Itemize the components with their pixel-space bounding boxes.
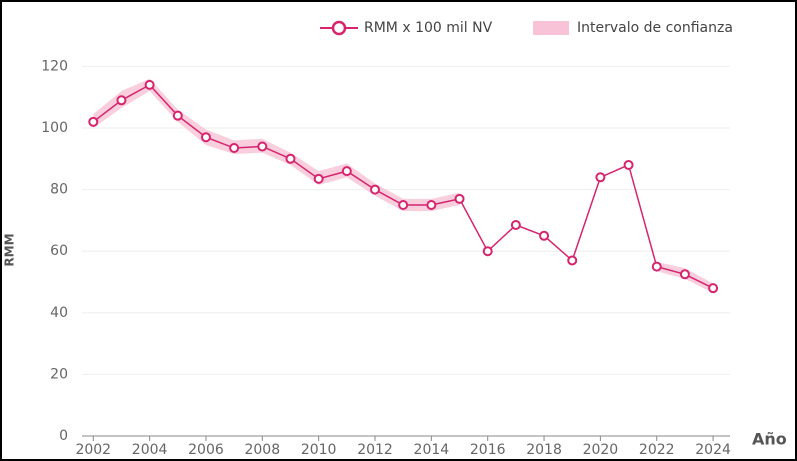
x-tick-label: 2016 — [470, 442, 506, 458]
point — [229, 143, 240, 154]
x-tick-label: 2004 — [132, 442, 168, 458]
point — [510, 220, 521, 231]
point — [708, 283, 719, 294]
y-tick-label: 120 — [41, 58, 68, 74]
y-tick-label: 100 — [41, 120, 68, 136]
legend-swatch — [533, 21, 569, 35]
x-tick-label: 2014 — [414, 442, 450, 458]
y-tick-label: 40 — [50, 305, 68, 321]
x-tick-label: 2008 — [244, 442, 280, 458]
legend-marker — [331, 20, 347, 36]
point — [257, 141, 268, 152]
point — [426, 200, 437, 210]
point — [200, 132, 211, 143]
x-tick-label: 2012 — [357, 442, 393, 458]
point — [623, 159, 634, 170]
x-tick-label: 2002 — [75, 442, 111, 458]
point — [567, 255, 578, 266]
point — [651, 261, 662, 272]
y-tick-label: 20 — [50, 366, 68, 382]
point — [172, 110, 183, 121]
point — [88, 116, 99, 127]
x-tick-label: 2024 — [695, 442, 731, 458]
x-tick-label: 2006 — [188, 442, 224, 458]
point — [539, 230, 550, 241]
y-tick-label: 0 — [59, 428, 68, 444]
confidence-band — [93, 78, 460, 212]
x-tick-label: 2018 — [526, 442, 562, 458]
x-tick-label: 2022 — [639, 442, 675, 458]
legend-label: RMM x 100 mil NV — [364, 20, 493, 36]
point — [285, 153, 296, 164]
y-tick-label: 80 — [50, 182, 68, 198]
point — [398, 200, 409, 210]
point — [116, 95, 127, 106]
point — [370, 184, 381, 195]
legend-label: Intervalo de confianza — [577, 20, 733, 36]
point — [595, 172, 606, 183]
y-axis-label: RMM — [3, 233, 17, 266]
point — [144, 79, 155, 90]
point — [482, 246, 493, 257]
x-tick-label: 2010 — [301, 442, 337, 458]
point — [679, 269, 690, 280]
y-tick-label: 60 — [50, 243, 68, 259]
x-axis-label: Año — [752, 430, 787, 449]
point — [454, 193, 465, 204]
point — [341, 166, 352, 177]
x-tick-label: 2020 — [583, 442, 619, 458]
point — [313, 173, 324, 184]
